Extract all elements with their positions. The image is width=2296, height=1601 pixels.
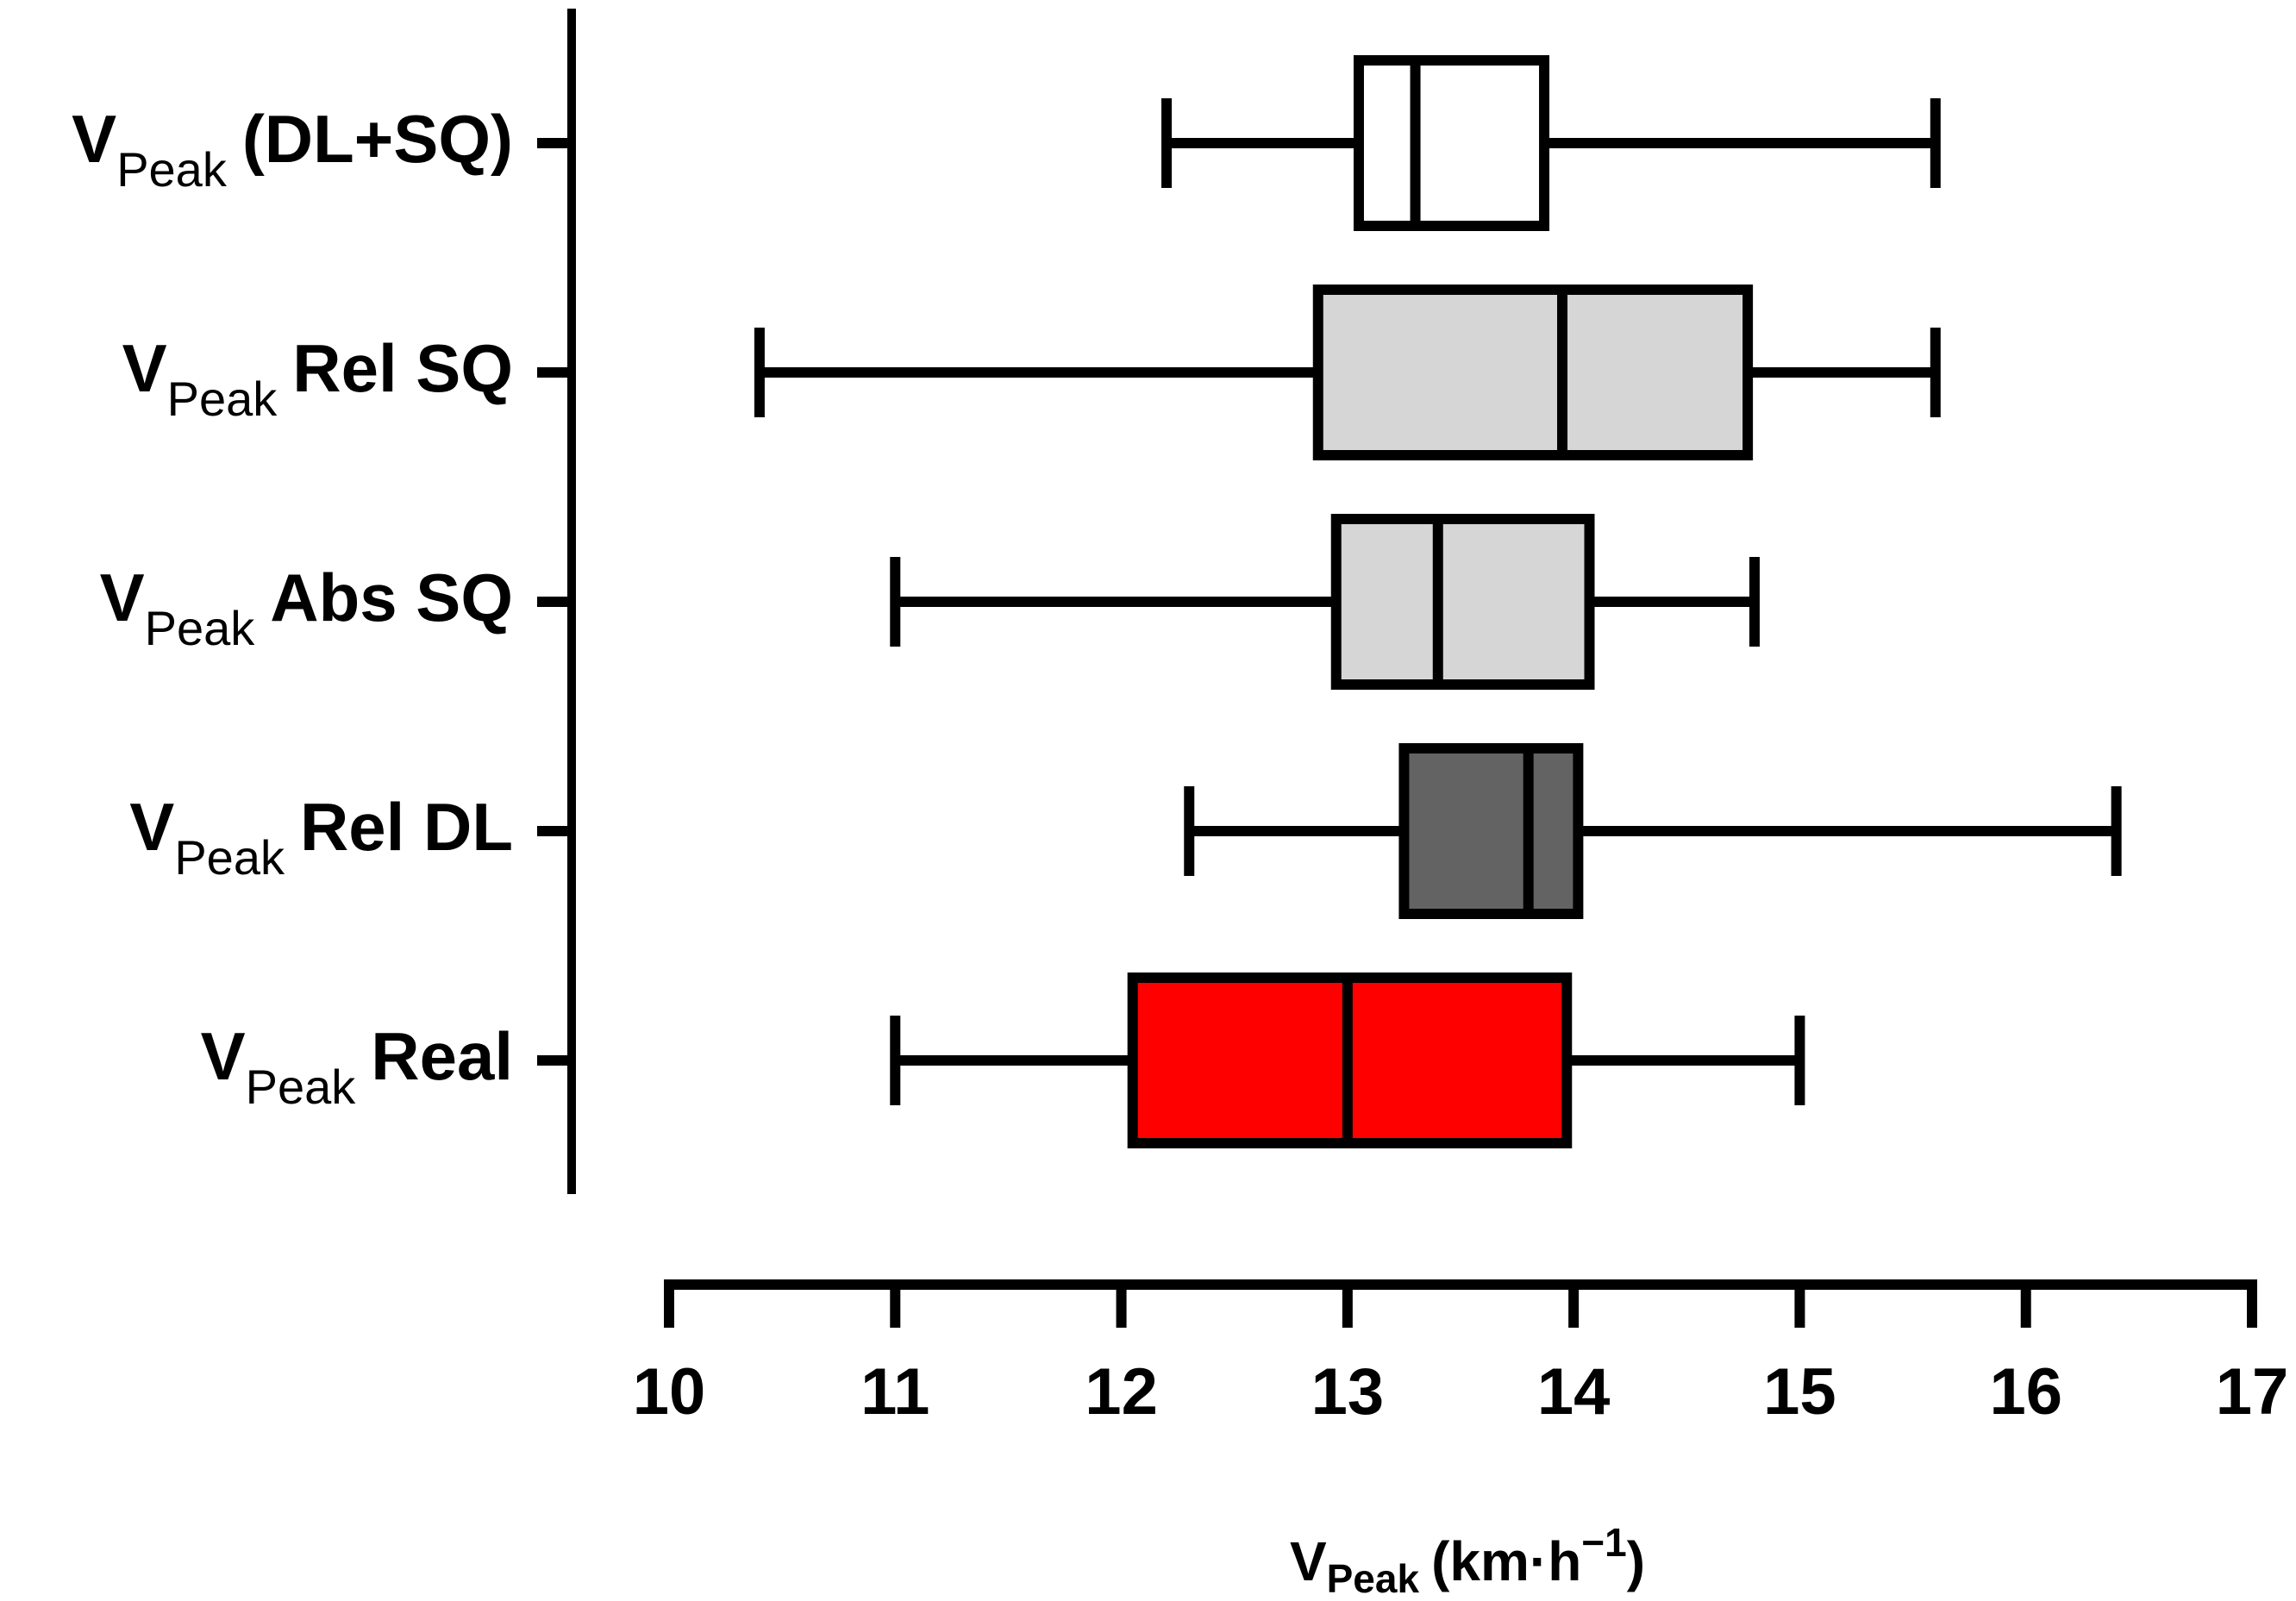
category-label-subscript: Peak [167,372,278,426]
x-axis-ticks [664,1279,2257,1328]
category-label: VPeak Rel DL [129,789,513,885]
x-tick-label: 15 [1763,1355,1836,1429]
y-axis-ticks [537,138,572,1066]
category-label-subscript: Peak [174,830,285,885]
iqr-box [1398,743,1584,919]
iqr-box [1330,514,1595,690]
x-tick-label: 13 [1311,1355,1385,1429]
category-label-main: V [122,330,167,406]
category-label: VPeak (DL+SQ) [72,101,513,197]
x-tick-label: 16 [1989,1355,2062,1429]
category-label: VPeak Real [201,1018,513,1114]
x-tick-label: 11 [860,1355,929,1429]
category-label: VPeak Abs SQ [100,560,513,655]
x-axis-title-exponent: −1 [1581,1520,1626,1565]
category-label-main: V [201,1018,246,1094]
category-label-suffix: (DL+SQ) [242,101,513,177]
x-tick-label: 17 [2216,1355,2289,1429]
x-axis-title-main: V [1290,1530,1327,1592]
category-label-main: V [100,560,145,635]
box-group [754,285,1941,460]
category-label-suffix: Real [371,1018,513,1094]
x-axis-title: VPeak (km·h−1) [1290,1520,1645,1601]
category-label-subscript: Peak [145,601,256,655]
x-axis-title-subscript: Peak [1327,1556,1420,1601]
x-axis-title-unit: (km·h [1431,1530,1581,1592]
iqr-box [1312,285,1754,460]
x-axis-title-close: ) [1627,1530,1645,1592]
category-label-suffix: Rel SQ [292,330,513,406]
x-tick-label: 10 [633,1355,706,1429]
category-label-suffix: Abs SQ [270,560,513,635]
box-group [1161,55,1941,231]
category-label-suffix: Rel DL [300,789,513,865]
box-group [890,972,1805,1148]
category-label-main: V [72,101,116,177]
x-tick-label: 14 [1537,1355,1611,1429]
box-group [1184,743,2122,919]
boxplot-series [754,55,2122,1148]
category-label: VPeak Rel SQ [122,330,513,426]
category-label-subscript: Peak [246,1060,357,1114]
iqr-box [1353,55,1550,231]
category-label-subscript: Peak [116,142,228,197]
category-label-main: V [129,789,174,865]
x-axis-tick-labels: 10 11 12 13 14 15 16 17 [633,1355,2289,1429]
x-tick-label: 12 [1085,1355,1158,1429]
box-group [890,514,1760,690]
